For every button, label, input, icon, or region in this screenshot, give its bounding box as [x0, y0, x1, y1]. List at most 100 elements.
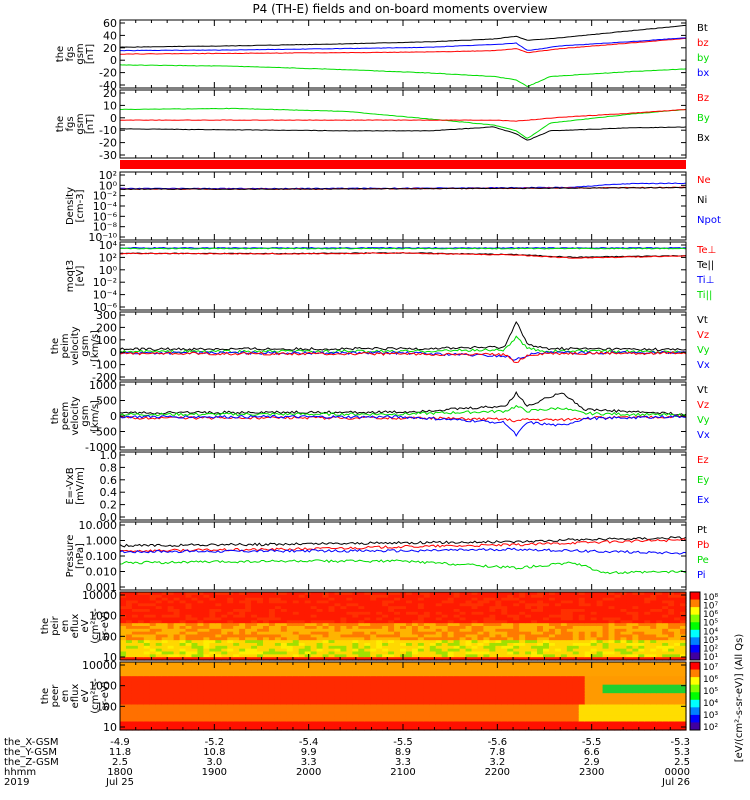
heatmap-cell: [447, 657, 455, 661]
heatmap-cell: [513, 662, 520, 666]
heatmap-cell: [554, 640, 562, 644]
heatmap-cell: [149, 594, 157, 599]
heatmap-cell: [668, 640, 675, 644]
heatmap-cell: [203, 664, 210, 669]
heatmap-cell: [352, 648, 359, 653]
heatmap-cell: [298, 696, 306, 700]
heatmap-cell: [245, 664, 252, 669]
heatmap-cell: [334, 631, 342, 636]
heatmap-cell: [179, 667, 187, 672]
heatmap-cell: [179, 693, 187, 697]
heatmap-cell: [626, 657, 633, 661]
heatmap-cell: [656, 634, 663, 638]
heatmap-cell: [531, 707, 538, 711]
heatmap-cell: [382, 701, 389, 706]
heatmap-cell: [429, 606, 437, 610]
heatmap-cell: [215, 594, 222, 599]
heatmap-cell: [167, 664, 175, 669]
heatmap-cell: [131, 640, 139, 644]
heatmap-cell: [191, 681, 199, 686]
heatmap-cell: [125, 713, 133, 717]
heatmap-cell: [471, 654, 479, 658]
heatmap-cell: [161, 592, 169, 596]
heatmap-cell: [328, 662, 336, 666]
heatmap-cell: [280, 617, 288, 621]
heatmap-cell: [352, 696, 359, 700]
heatmap-cell: [602, 597, 610, 602]
heatmap-cell: [149, 701, 157, 706]
heatmap-cell: [143, 631, 151, 636]
heatmap-cell: [650, 609, 657, 613]
heatmap-cell: [173, 673, 181, 677]
heatmap-cell: [310, 679, 318, 683]
heatmap-cell: [537, 640, 544, 644]
heatmap-cell: [405, 664, 413, 669]
heatmap-cell: [543, 643, 550, 647]
heatmap-cell: [292, 664, 300, 669]
heatmap-cell: [346, 684, 353, 689]
heatmap-cell: [435, 606, 443, 610]
heatmap-cell: [149, 592, 157, 596]
heatmap-cell: [572, 626, 580, 630]
heatmap-cell: [668, 657, 675, 661]
heatmap-cell: [286, 657, 294, 661]
heatmap-cell: [560, 626, 568, 630]
heatmap-cell: [358, 710, 365, 714]
heatmap-cell: [346, 687, 353, 691]
heatmap-cell: [322, 693, 330, 697]
heatmap-cell: [531, 626, 538, 630]
heatmap-cell: [340, 718, 347, 723]
heatmap-cell: [566, 592, 574, 596]
heatmap-cell: [602, 640, 610, 644]
heatmap-cell: [221, 637, 228, 641]
heatmap-cell: [382, 603, 389, 607]
heatmap-cell: [656, 651, 663, 655]
heatmap-cell: [179, 687, 187, 691]
heatmap-cell: [513, 684, 520, 689]
heatmap-cell: [471, 600, 479, 604]
heatmap-cell: [602, 620, 610, 624]
heatmap-cell: [411, 664, 419, 669]
heatmap-cell: [620, 614, 628, 619]
heatmap-cell: [489, 667, 496, 672]
y-axis-label: the: [55, 46, 66, 62]
y-tick-label: 40: [103, 29, 117, 42]
heatmap-cell: [656, 628, 663, 633]
heatmap-cell: [626, 594, 633, 599]
heatmap-cell: [638, 631, 645, 636]
heatmap-cell: [251, 693, 258, 697]
heatmap-cell: [650, 657, 657, 661]
heatmap-cell: [322, 654, 330, 658]
heatmap-cell: [322, 651, 330, 655]
heatmap-cell: [668, 643, 675, 647]
heatmap-cell: [441, 626, 449, 630]
heatmap-cell: [364, 676, 371, 680]
heatmap-cell: [566, 623, 574, 627]
heatmap-cell: [292, 614, 300, 619]
heatmap-cell: [346, 600, 353, 604]
heatmap-cell: [280, 634, 288, 638]
heatmap-cell: [471, 648, 479, 653]
heatmap-cell: [209, 670, 216, 674]
y-axis-label: [nPa]: [75, 543, 86, 569]
heatmap-cell: [191, 645, 199, 650]
heatmap-cell: [346, 631, 353, 636]
series-Vt: [119, 321, 687, 352]
heatmap-cell: [548, 609, 556, 613]
heatmap-cell: [525, 603, 532, 607]
heatmap-cell: [316, 634, 324, 638]
heatmap-cell: [489, 611, 496, 616]
heatmap-cell: [596, 609, 604, 613]
heatmap-cell: [495, 701, 502, 706]
heatmap-cell: [662, 651, 669, 655]
heatmap-cell: [316, 648, 324, 653]
heatmap-cell: [489, 710, 496, 714]
heatmap-cell: [388, 631, 395, 636]
heatmap-cell: [274, 696, 282, 700]
heatmap-cell: [382, 690, 389, 694]
heatmap-cell: [203, 681, 210, 686]
heatmap-cell: [245, 710, 252, 714]
heatmap-cell: [453, 623, 461, 627]
heatmap-cell: [596, 645, 604, 650]
heatmap-cell: [239, 654, 246, 658]
